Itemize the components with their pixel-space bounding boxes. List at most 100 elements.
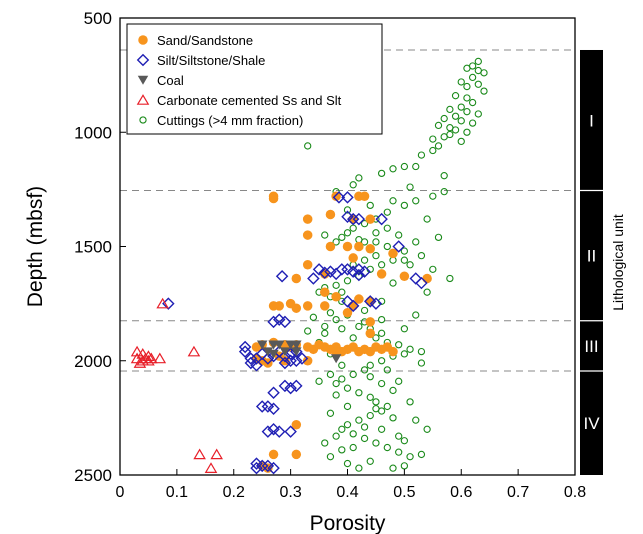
data-point — [291, 273, 302, 284]
data-point — [434, 121, 443, 130]
data-point — [406, 398, 414, 406]
legend-marker — [137, 75, 149, 85]
data-point — [338, 325, 346, 333]
data-point — [346, 265, 360, 278]
data-point — [463, 82, 471, 91]
data-point — [142, 354, 155, 366]
x-axis-label: Porosity — [310, 512, 386, 534]
data-point — [440, 133, 448, 141]
legend-marker — [136, 94, 150, 105]
data-point — [457, 137, 465, 146]
data-point — [338, 233, 346, 242]
data-point — [366, 393, 374, 401]
data-point — [346, 212, 360, 226]
x-tick-label: 0.2 — [223, 484, 245, 501]
data-point — [331, 346, 341, 357]
data-point — [412, 162, 420, 171]
data-point — [383, 366, 391, 374]
data-point — [360, 219, 369, 228]
data-point — [244, 352, 258, 365]
lithological-unit-title: Lithological unit — [610, 214, 626, 311]
data-point — [383, 242, 391, 251]
data-point — [338, 361, 346, 369]
data-point — [446, 274, 454, 283]
data-point — [325, 241, 336, 252]
data-point — [440, 172, 448, 180]
data-point — [440, 114, 448, 123]
data-point — [354, 241, 364, 252]
data-point — [267, 461, 280, 475]
data-point — [349, 443, 357, 452]
data-point — [358, 265, 371, 278]
data-point — [278, 315, 292, 329]
data-point — [343, 459, 352, 468]
series-2 — [256, 340, 342, 364]
data-point — [365, 244, 375, 254]
data-point — [332, 391, 340, 399]
data-point — [480, 69, 488, 77]
data-point — [446, 105, 454, 114]
data-points — [130, 57, 488, 475]
data-point — [372, 251, 380, 260]
data-point — [338, 446, 346, 454]
data-point — [261, 425, 275, 438]
data-point — [409, 272, 422, 285]
data-point — [451, 112, 460, 120]
x-tick-label: 0 — [116, 484, 125, 501]
data-point — [463, 108, 471, 116]
data-point — [355, 272, 363, 280]
data-point — [463, 64, 471, 72]
data-point — [331, 292, 341, 302]
y-axis-label: Depth (mbsf) — [24, 186, 47, 307]
data-point — [395, 448, 403, 456]
x-tick-label: 0.7 — [507, 484, 529, 501]
data-point — [377, 169, 386, 178]
series-4 — [304, 57, 488, 472]
data-point — [130, 345, 144, 357]
data-point — [463, 94, 471, 102]
data-point — [468, 98, 477, 107]
data-point — [377, 357, 386, 365]
x-tick-label: 0.3 — [280, 484, 302, 501]
data-point — [400, 247, 409, 255]
data-point — [267, 402, 280, 415]
data-point — [261, 352, 275, 365]
legend-box — [126, 23, 383, 135]
data-point — [332, 432, 340, 440]
data-point — [348, 253, 358, 263]
data-point — [315, 377, 323, 385]
data-point — [275, 269, 289, 283]
data-point — [193, 448, 206, 460]
data-point — [377, 425, 386, 433]
data-point — [412, 416, 420, 424]
data-point — [372, 405, 380, 413]
data-point — [366, 201, 374, 210]
data-point — [395, 231, 403, 239]
data-point — [400, 162, 409, 171]
data-point — [335, 263, 349, 276]
data-point — [291, 419, 302, 430]
data-point — [238, 340, 252, 354]
data-point — [332, 379, 340, 388]
data-point — [395, 341, 403, 349]
data-point — [400, 437, 409, 445]
data-point — [395, 432, 403, 440]
data-point — [417, 347, 426, 356]
data-point — [388, 248, 398, 259]
data-point — [304, 142, 312, 150]
data-point — [291, 449, 302, 460]
data-point — [338, 297, 346, 305]
data-point — [372, 439, 380, 447]
data-point — [343, 384, 352, 392]
data-point — [383, 224, 391, 232]
data-point — [400, 201, 409, 210]
data-point — [388, 346, 398, 357]
unit-label: II — [587, 247, 596, 266]
data-point — [359, 191, 370, 201]
data-point — [400, 462, 409, 470]
data-point — [463, 128, 471, 136]
data-point — [349, 334, 357, 342]
data-point — [377, 379, 386, 388]
data-point — [451, 92, 460, 100]
